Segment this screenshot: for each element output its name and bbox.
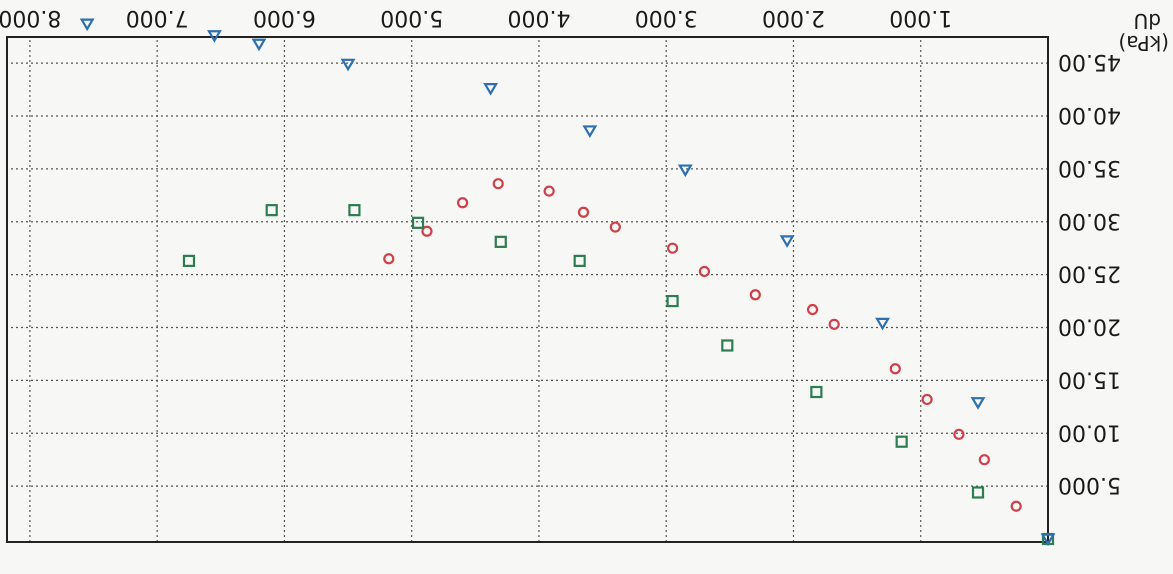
triangle-marker: [251, 38, 267, 52]
data-points: [79, 18, 1056, 547]
square-marker: [182, 254, 196, 267]
circle-marker: [1010, 500, 1022, 512]
circle-marker: [543, 185, 555, 197]
circle-marker: [609, 221, 621, 233]
circle-marker: [456, 197, 469, 209]
triangle-marker: [582, 125, 598, 138]
circle-marker: [749, 289, 761, 301]
square-marker: [971, 486, 985, 499]
circle-marker: [383, 253, 395, 265]
square-marker: [810, 385, 823, 399]
x-tick-label: 3.000: [635, 5, 698, 30]
plot-frame: [6, 36, 1049, 543]
circle-marker: [577, 206, 590, 218]
y-tick-label: 25.00: [1058, 261, 1121, 286]
triangle-marker: [207, 30, 222, 43]
y-tick-label: 35.00: [1058, 155, 1121, 180]
square-marker: [411, 216, 425, 229]
y-tick-label: 5.000: [1058, 472, 1121, 497]
square-marker: [666, 294, 679, 308]
triangle-marker: [79, 18, 95, 32]
triangle-marker: [1040, 533, 1056, 547]
circle-marker: [921, 393, 933, 406]
x-tick-label: 4.000: [507, 5, 570, 30]
y-tick-label: 40.00: [1058, 102, 1121, 127]
circle-marker: [698, 265, 710, 278]
y-tick-label: 10.00: [1058, 419, 1121, 444]
triangle-marker: [677, 164, 693, 178]
y-axis-unit: (kPa): [1118, 31, 1169, 55]
y-tick-label: 20.00: [1058, 314, 1121, 339]
triangle-marker: [875, 317, 890, 331]
y-tick-label: 15.00: [1058, 366, 1121, 391]
grid-lines: [7, 37, 1048, 542]
x-tick-label: 7.000: [126, 5, 189, 30]
circle-marker: [889, 363, 901, 375]
square-marker: [721, 339, 734, 352]
triangle-marker: [340, 58, 356, 72]
y-axis-label: dU: [1134, 9, 1161, 33]
x-tick-label: 2.000: [762, 5, 825, 30]
circle-marker: [828, 318, 840, 330]
circle-marker: [492, 178, 504, 190]
triangle-marker: [970, 397, 986, 410]
triangle-marker: [483, 83, 499, 96]
y-tick-label: 45.00: [1058, 49, 1121, 74]
circle-marker: [666, 242, 679, 254]
square-marker: [895, 435, 908, 448]
square-marker: [265, 204, 278, 217]
y-tick-label: 30.00: [1058, 208, 1121, 233]
triangle-marker: [779, 235, 795, 248]
x-tick-label: 8.000: [0, 5, 61, 30]
circle-marker: [421, 225, 433, 237]
square-marker: [494, 235, 507, 248]
square-marker: [348, 204, 361, 217]
tick-labels: 1.000 2.000 3.000 4.000 5.000 6.000 7.000 8.000…: [0, 5, 1121, 497]
square-marker: [573, 254, 586, 267]
x-tick-label: 5.000: [380, 5, 443, 30]
circle-marker: [806, 303, 819, 316]
circle-marker: [953, 428, 965, 440]
x-tick-label: 6.000: [253, 5, 316, 30]
rotated-figure: 1.000 2.000 3.000 4.000 5.000 6.000 7.000 8.000…: [0, 5, 1169, 547]
x-tick-label: 1.000: [889, 5, 952, 30]
circle-marker: [978, 454, 990, 466]
